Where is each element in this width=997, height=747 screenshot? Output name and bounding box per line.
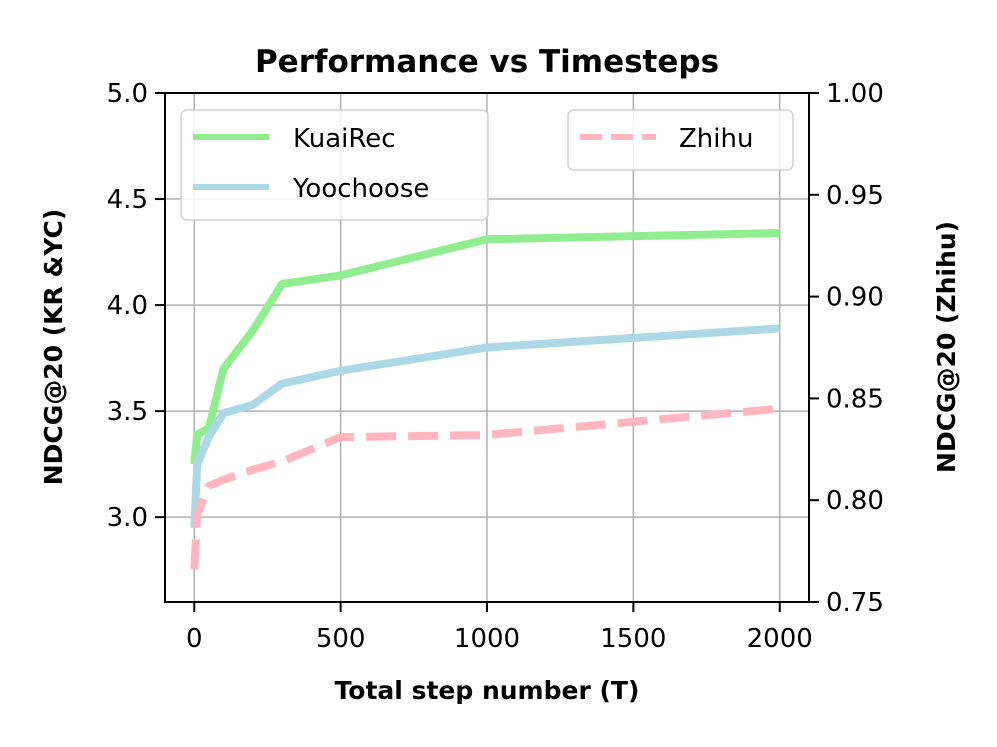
- y-tick-label-right: 0.95: [826, 181, 884, 211]
- series-line-kuairec: [190, 229, 780, 465]
- y-tick-label-right: 0.90: [826, 283, 884, 313]
- y-tick-label-right: 0.80: [826, 486, 884, 516]
- y-tick-label-right: 0.85: [826, 384, 884, 414]
- x-tick-label: 1000: [454, 624, 520, 654]
- legend-box-right: [567, 109, 794, 171]
- y-axis-label-left: NDCG@20 (KR &YC): [39, 209, 68, 486]
- series-lines: [190, 229, 781, 570]
- x-tick-label: 500: [316, 624, 366, 654]
- x-tick-label: 0: [186, 624, 203, 654]
- chart-title: Performance vs Timesteps: [255, 44, 719, 80]
- series-line-yoochoose: [190, 324, 780, 528]
- axis-ticks: 0 500 1000 1500 2000 3.0 3.5 4.0 4.5 5.0 0.75 0.80 0…: [107, 79, 884, 654]
- x-axis-label: Total step number (T): [335, 676, 640, 705]
- series-line-zhihu: [190, 404, 781, 570]
- y-tick-label-right: 0.75: [826, 588, 884, 618]
- y-axis-label-right: NDCG@20 (Zhihu): [932, 221, 961, 473]
- y-tick-label-right: 1.00: [826, 79, 884, 109]
- legend-left: KuaiRec Yoochoose: [180, 109, 489, 221]
- y-tick-label-left: 4.0: [107, 291, 148, 321]
- y-tick-label-left: 3.0: [107, 503, 148, 533]
- y-tick-label-left: 4.5: [107, 185, 148, 215]
- y-tick-label-left: 5.0: [107, 79, 148, 109]
- legend-label-yoochoose: Yoochoose: [292, 174, 429, 204]
- legend-right: Zhihu: [567, 109, 794, 171]
- y-tick-label-left: 3.5: [107, 397, 148, 427]
- x-tick-label: 1500: [600, 624, 666, 654]
- x-tick-label: 2000: [747, 624, 813, 654]
- legend-label-zhihu: Zhihu: [679, 124, 753, 154]
- legend-label-kuairec: KuaiRec: [293, 124, 396, 154]
